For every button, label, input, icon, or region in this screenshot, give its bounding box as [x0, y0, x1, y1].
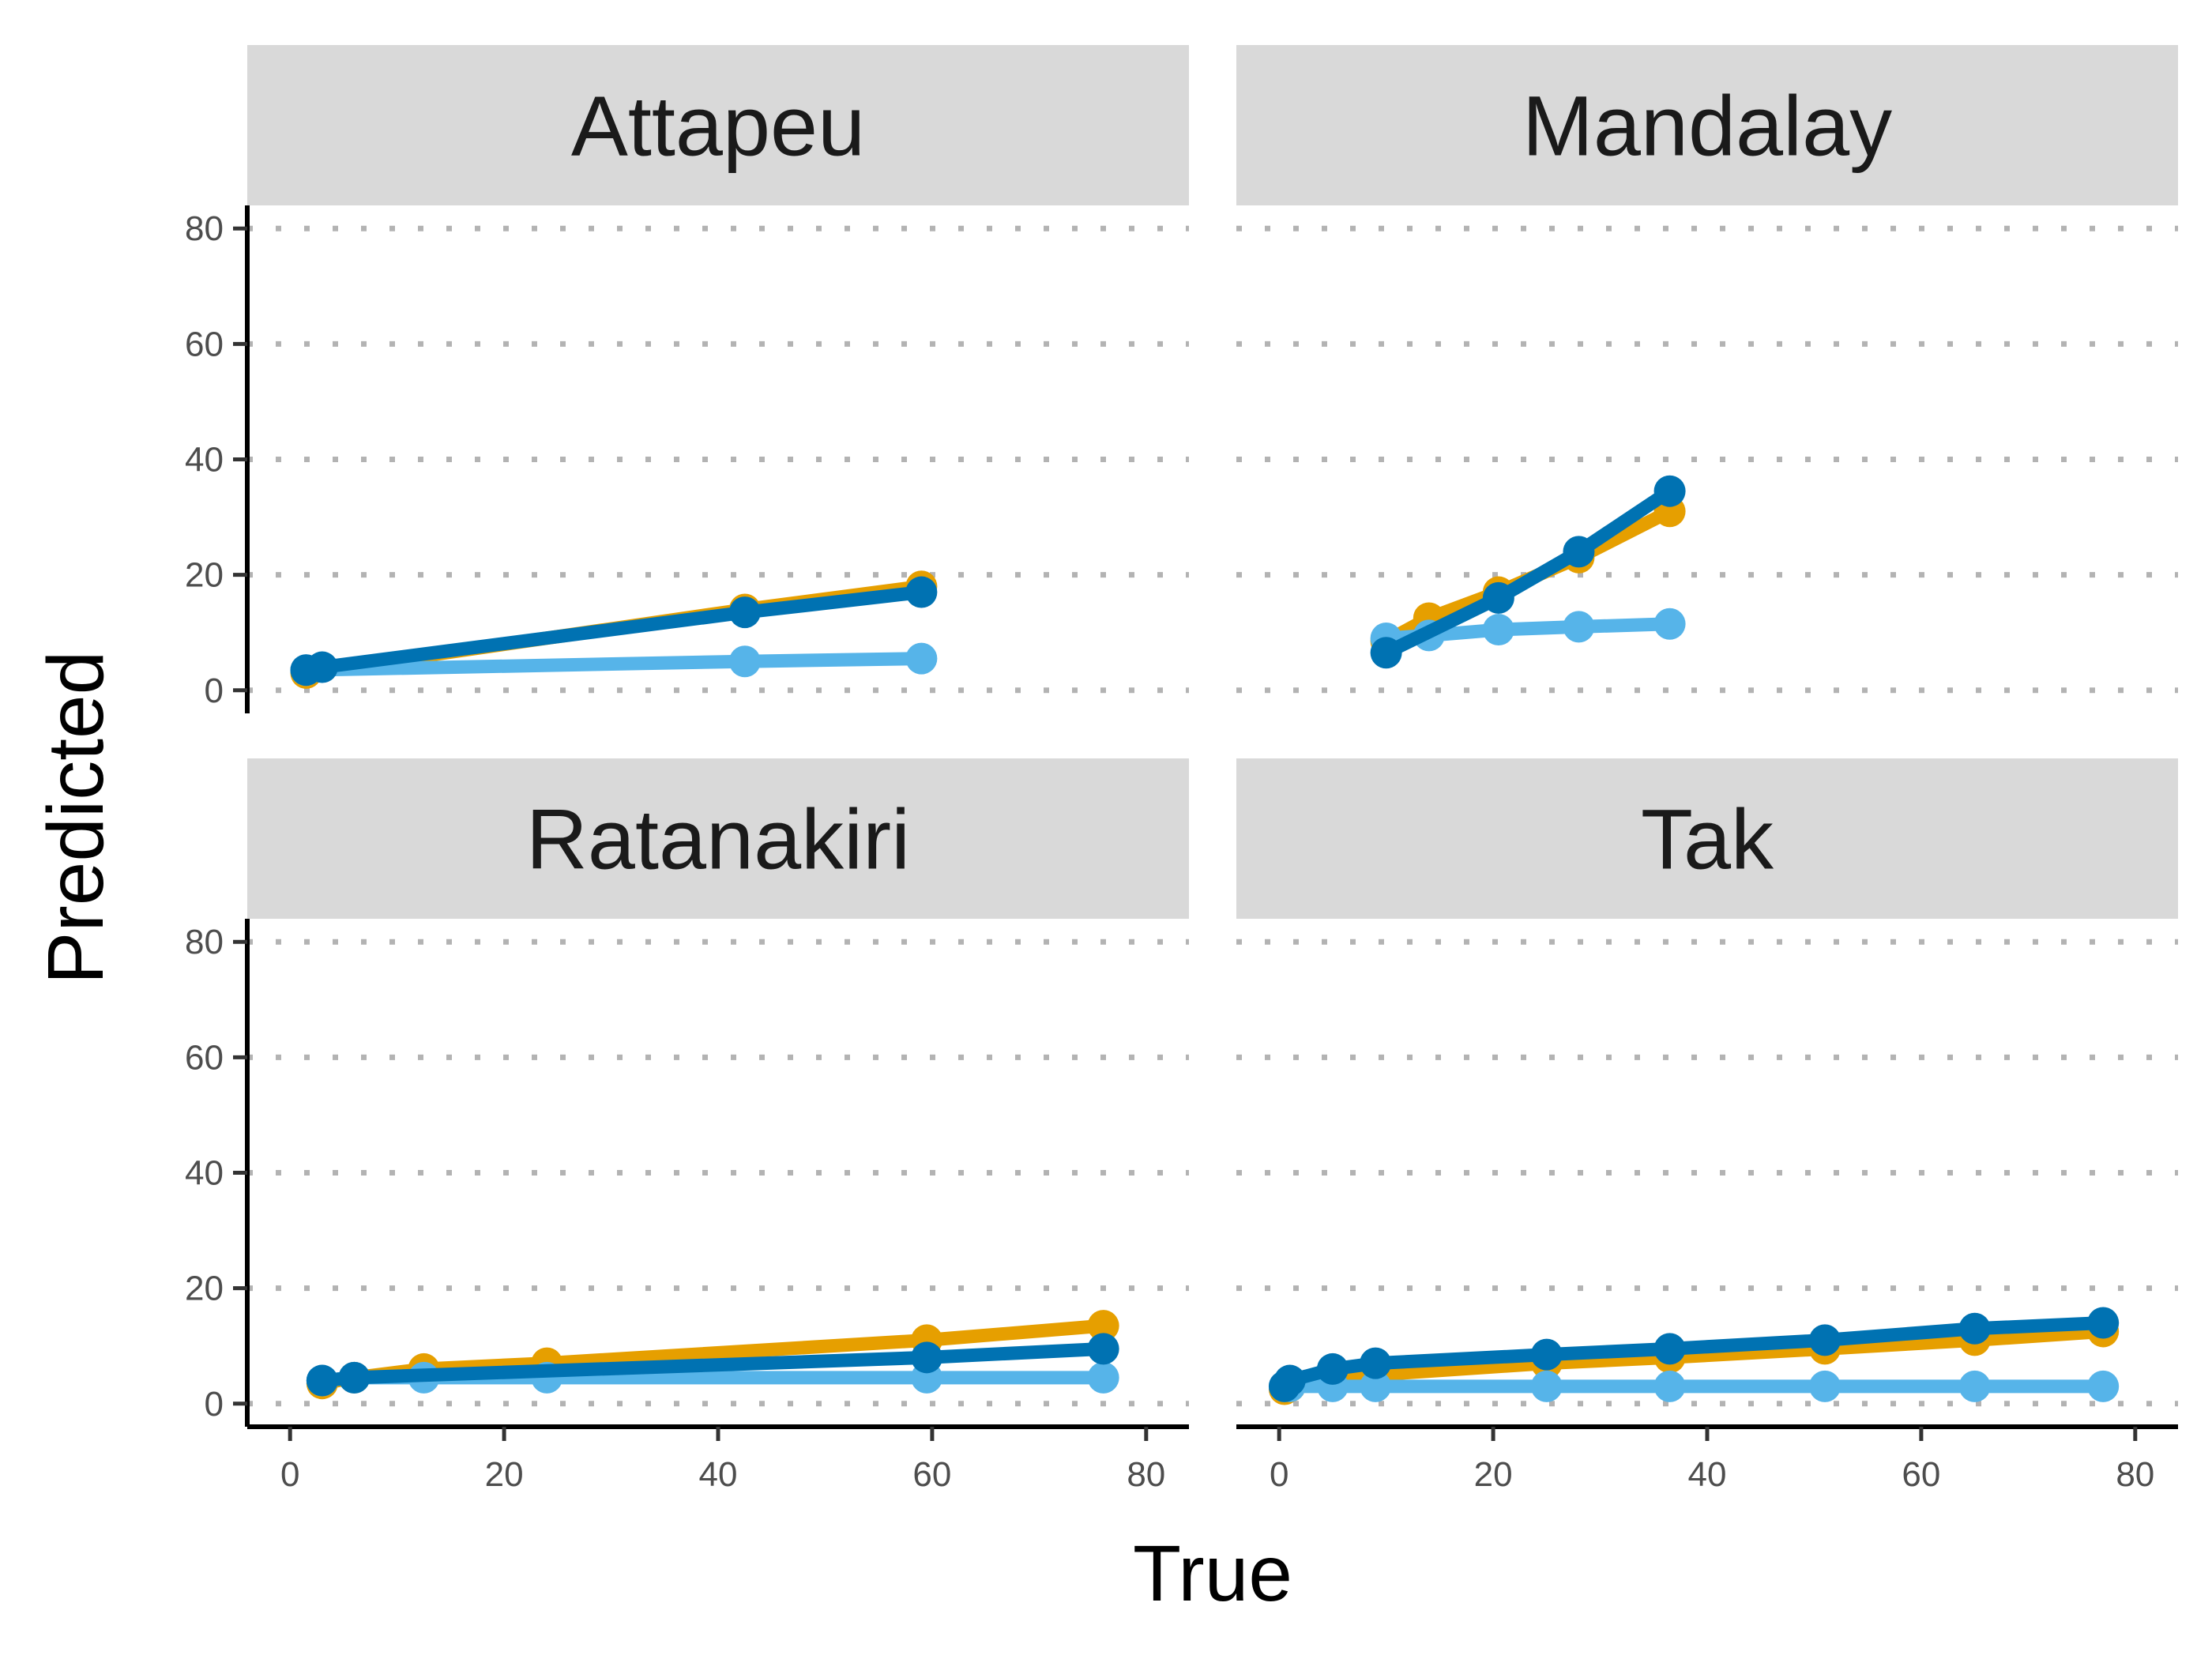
y-tick-label: 40 [185, 441, 224, 480]
y-tick-label: 60 [185, 1038, 224, 1077]
panel-strip [247, 45, 1189, 205]
data-point [905, 642, 938, 675]
data-point [1360, 1370, 1392, 1402]
data-point [1653, 1333, 1686, 1365]
panel-title: Ratanakiri [526, 792, 910, 887]
data-point [1360, 1347, 1392, 1379]
x-tick-label: 40 [699, 1455, 738, 1494]
data-point [338, 1361, 371, 1394]
panel-mandalay: Mandalay [1236, 45, 2178, 694]
x-tick-label: 20 [485, 1455, 524, 1494]
data-point [2087, 1370, 2120, 1402]
panels-group: Attapeu 0 20 40 60 80 Mandalay Ratanakiri 0 20 40 6… [185, 45, 2178, 1494]
data-point [1653, 1370, 1686, 1402]
panel-strip [247, 758, 1189, 919]
data-point [306, 651, 338, 683]
y-tick-label: 40 [185, 1154, 224, 1193]
x-tick-label: 0 [280, 1455, 299, 1494]
x-tick-label: 80 [2116, 1455, 2154, 1494]
panel-tak: Tak 0 20 40 60 80 [1236, 758, 2178, 1494]
data-point [1809, 1370, 1841, 1402]
series-line [1379, 484, 1677, 660]
data-point [1563, 536, 1595, 568]
panel-title: Mandalay [1522, 78, 1892, 174]
y-tick-label: 0 [205, 672, 224, 710]
data-point [1482, 614, 1514, 646]
data-point [1530, 1338, 1563, 1371]
y-tick-label: 0 [205, 1385, 224, 1424]
x-tick-label: 60 [1902, 1455, 1940, 1494]
data-point [1530, 1370, 1563, 1402]
series-2 [290, 576, 938, 687]
data-point [1087, 1310, 1119, 1342]
data-point [1273, 1364, 1306, 1397]
panel-strip [1236, 45, 2178, 205]
data-point [1958, 1312, 1991, 1345]
data-point [1482, 581, 1514, 614]
x-tick-label: 20 [1474, 1455, 1513, 1494]
data-point [1087, 1333, 1119, 1365]
data-point [728, 596, 761, 629]
data-point [2087, 1307, 2120, 1339]
data-point [1653, 608, 1686, 640]
data-point [1958, 1370, 1991, 1402]
y-tick-label: 20 [185, 1270, 224, 1308]
x-tick-label: 40 [1688, 1455, 1727, 1494]
data-point [1370, 637, 1402, 669]
panel-strip [1236, 758, 2178, 919]
x-tick-label: 80 [1127, 1455, 1165, 1494]
panel-attapeu: Attapeu 0 20 40 60 80 [185, 45, 1189, 713]
panel-ratanakiri: Ratanakiri 0 20 40 60 80 0 20 40 60 80 [185, 758, 1189, 1494]
series-2 [1370, 475, 1686, 669]
y-tick-label: 60 [185, 325, 224, 363]
x-axis-title: True [1133, 1529, 1292, 1618]
data-point [911, 1341, 943, 1374]
panel-title: Tak [1641, 792, 1774, 887]
y-tick-label: 80 [185, 209, 224, 248]
data-point [1653, 475, 1686, 507]
data-point [1087, 1361, 1119, 1394]
data-point [1563, 611, 1595, 643]
panel-title: Attapeu [571, 78, 865, 174]
data-point [728, 645, 761, 678]
y-axis-title: Predicted [32, 651, 120, 984]
series-2 [306, 1333, 1119, 1397]
x-tick-label: 60 [912, 1455, 951, 1494]
data-point [1316, 1352, 1349, 1385]
y-tick-label: 80 [185, 923, 224, 961]
x-tick-label: 0 [1270, 1455, 1288, 1494]
series-2 [1268, 1307, 2120, 1402]
y-tick-label: 20 [185, 556, 224, 595]
data-point [905, 576, 938, 608]
data-point [306, 1364, 338, 1397]
series-line [315, 1341, 1111, 1388]
data-point [1809, 1324, 1841, 1356]
